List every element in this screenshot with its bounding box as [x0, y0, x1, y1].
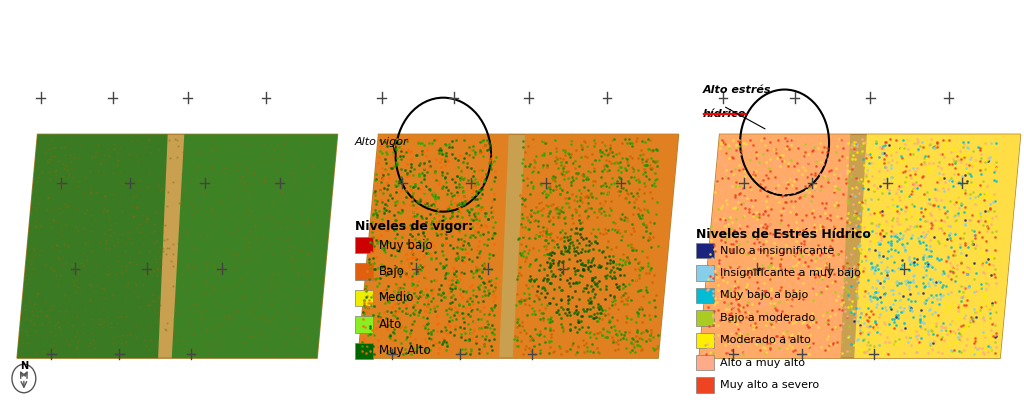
FancyBboxPatch shape [354, 316, 374, 333]
Text: Alto vigor: Alto vigor [354, 138, 409, 147]
Polygon shape [699, 134, 1021, 358]
FancyBboxPatch shape [354, 290, 374, 306]
Polygon shape [17, 134, 168, 358]
Text: Muy Alto: Muy Alto [379, 344, 430, 357]
Polygon shape [358, 134, 509, 358]
FancyBboxPatch shape [695, 310, 715, 326]
Polygon shape [513, 134, 679, 358]
Text: Alto a muy alto: Alto a muy alto [720, 358, 805, 368]
Polygon shape [699, 134, 850, 358]
Text: Muy alto a severo: Muy alto a severo [720, 380, 819, 390]
Text: Medio: Medio [379, 291, 414, 304]
Text: Nulo a insignificante: Nulo a insignificante [720, 246, 834, 256]
FancyBboxPatch shape [695, 288, 715, 303]
Polygon shape [172, 134, 338, 358]
Polygon shape [358, 134, 679, 358]
Polygon shape [854, 134, 1021, 358]
FancyBboxPatch shape [695, 265, 715, 281]
Polygon shape [17, 134, 338, 358]
Text: N: N [19, 361, 28, 371]
Text: Insignificante a muy bajo: Insignificante a muy bajo [720, 268, 860, 278]
Text: Muy bajo: Muy bajo [379, 239, 432, 252]
FancyBboxPatch shape [354, 263, 374, 280]
Text: Muy bajo a bajo: Muy bajo a bajo [720, 291, 808, 300]
FancyBboxPatch shape [695, 355, 715, 370]
Text: Bajo: Bajo [379, 265, 404, 278]
FancyBboxPatch shape [695, 377, 715, 393]
Text: Alto estrés: Alto estrés [702, 85, 771, 94]
Text: Niveles de vigor:: Niveles de vigor: [354, 220, 473, 233]
FancyBboxPatch shape [695, 243, 715, 258]
Text: Moderado a alto: Moderado a alto [720, 335, 810, 345]
Text: hídrico: hídrico [702, 109, 745, 119]
FancyBboxPatch shape [354, 343, 374, 359]
Text: Alto: Alto [379, 318, 401, 331]
Text: Niveles de Estrés Hídrico: Niveles de Estrés Hídrico [695, 228, 870, 241]
FancyBboxPatch shape [695, 333, 715, 348]
Text: Bajo a moderado: Bajo a moderado [720, 313, 815, 323]
FancyBboxPatch shape [354, 237, 374, 253]
